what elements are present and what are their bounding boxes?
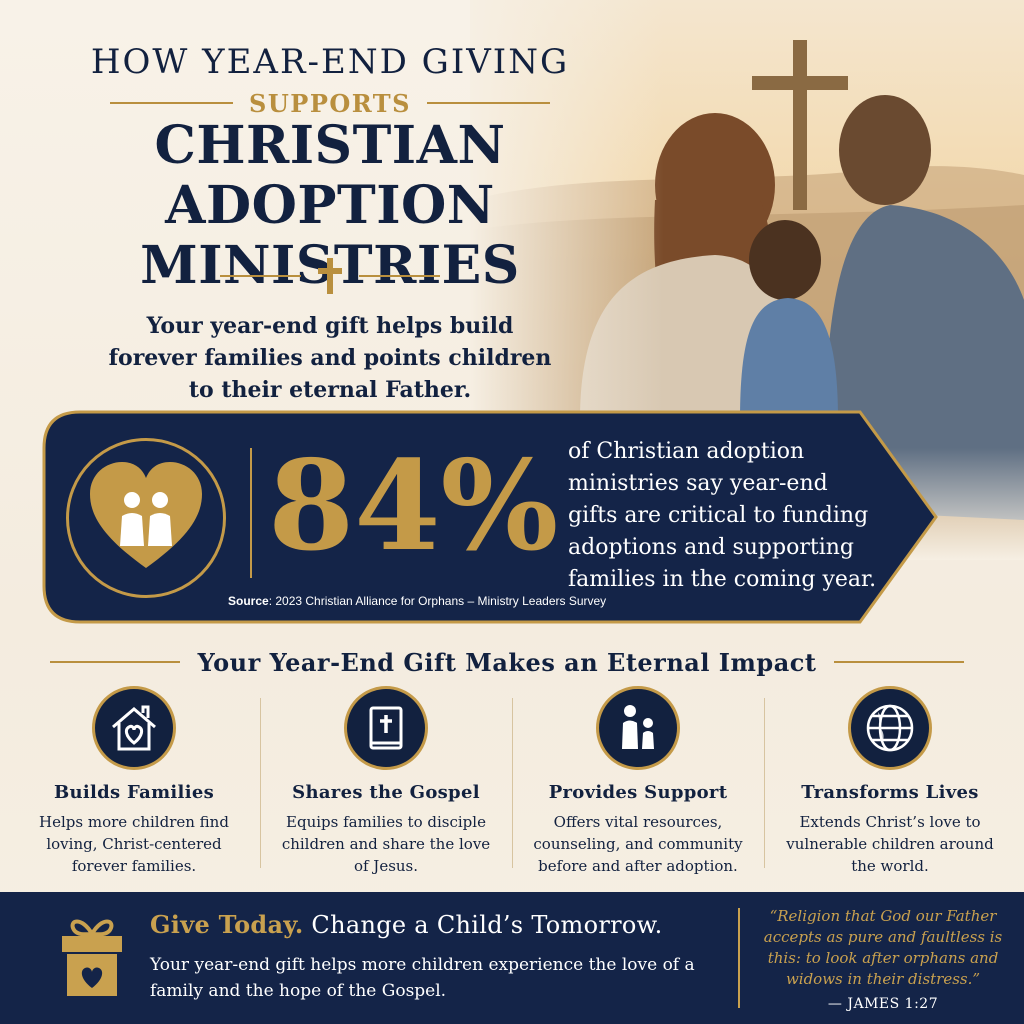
footer-divider <box>738 908 740 1008</box>
main-title-line-1: CHRISTIAN ADOPTION <box>154 115 506 236</box>
gift-icon <box>62 919 122 996</box>
cross-icon <box>318 258 342 294</box>
card-title: Shares the Gospel <box>292 782 480 803</box>
subtitle-row: SUPPORTS <box>110 88 551 118</box>
divider-line <box>359 275 440 277</box>
impact-heading-row: Your Year-End Gift Makes an Eternal Impa… <box>50 644 965 680</box>
stat-divider <box>250 448 252 578</box>
impact-card-builds-families: Builds Families Helps more children find… <box>8 686 260 876</box>
source-label: Source <box>228 594 269 608</box>
card-text: Extends Christ’s love to vulnerable chil… <box>786 813 994 875</box>
bible-icon <box>344 686 428 770</box>
card-title: Provides Support <box>548 782 728 803</box>
divider-line <box>50 661 180 663</box>
family-heart-icon <box>66 438 226 598</box>
scripture-quote: “Religion that God our Father accepts as… <box>763 907 1003 988</box>
source-text: : 2023 Christian Alliance for Orphans – … <box>268 594 607 608</box>
divider-line <box>834 661 965 663</box>
impact-card-shares-gospel: Shares the Gospel Equips families to dis… <box>260 686 512 876</box>
card-text: Helps more children find loving, Christ-… <box>39 813 229 875</box>
lead-text: Your year-end gift helps build forever f… <box>108 313 552 403</box>
impact-card-provides-support: Provides Support Offers vital resources,… <box>512 686 764 876</box>
globe-icon <box>848 686 932 770</box>
stat-value: 84% <box>268 434 559 579</box>
divider-line <box>110 102 234 104</box>
card-title: Transforms Lives <box>801 782 979 803</box>
card-title: Builds Families <box>53 782 215 803</box>
footer-band <box>0 892 1024 1024</box>
divider-line <box>427 102 551 104</box>
stat-description: of Christian adoption ministries say yea… <box>568 439 877 592</box>
card-text: Equips families to disciple children and… <box>281 813 491 875</box>
cta-heading: Give Today. Change a Child’s Tomorrow. <box>150 910 730 939</box>
cta-subtext: Your year-end gift helps more children e… <box>150 955 695 1001</box>
title-line-2: SUPPORTS <box>249 88 411 118</box>
cta-gold: Give Today. <box>150 910 304 939</box>
card-text: Offers vital resources, counseling, and … <box>533 813 743 875</box>
parent-child-icon <box>596 686 680 770</box>
title-line-1: HOW YEAR-END GIVING <box>90 42 570 82</box>
cross-divider <box>220 256 440 296</box>
impact-cards: Builds Families Helps more children find… <box>8 686 1016 876</box>
stat-source: Source: 2023 Christian Alliance for Orph… <box>228 594 748 608</box>
house-heart-icon <box>92 686 176 770</box>
divider-line <box>220 275 301 277</box>
stat-banner <box>40 408 940 626</box>
cta-rest: Change a Child’s Tomorrow. <box>311 911 663 939</box>
scripture-reference: — JAMES 1:27 <box>827 996 939 1012</box>
banner-shape <box>42 410 938 624</box>
impact-title: Your Year-End Gift Makes an Eternal Impa… <box>197 647 817 677</box>
impact-card-transforms-lives: Transforms Lives Extends Christ’s love t… <box>764 686 1016 876</box>
